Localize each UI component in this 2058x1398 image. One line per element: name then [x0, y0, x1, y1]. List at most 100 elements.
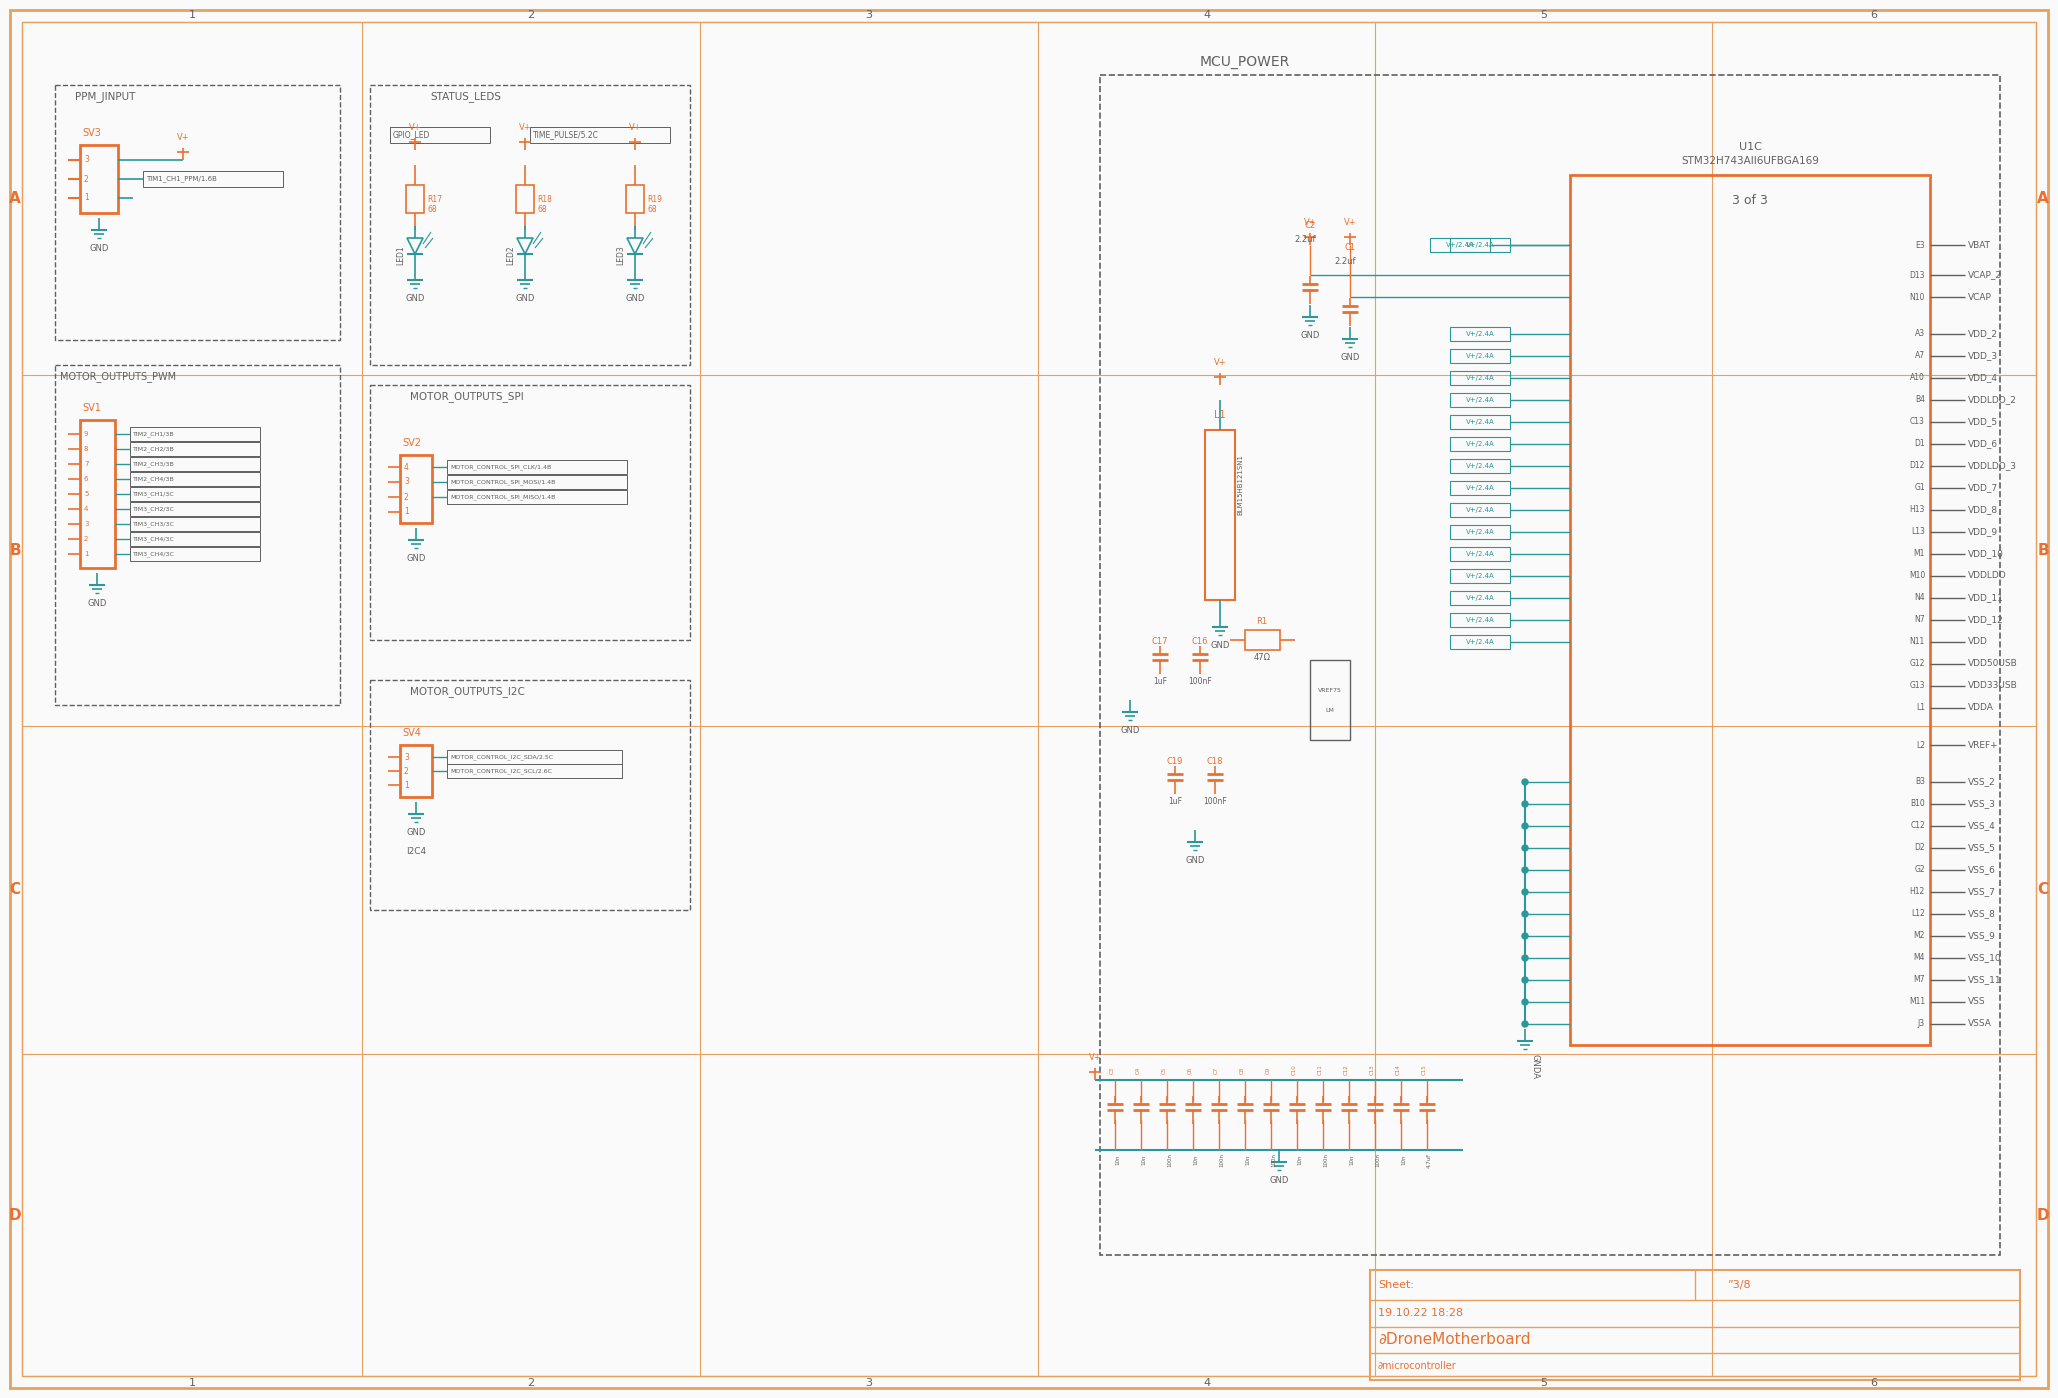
Text: LED3: LED3 [617, 245, 626, 264]
Text: 100n: 100n [1272, 1153, 1276, 1167]
Text: TIM3_CH4/3C: TIM3_CH4/3C [134, 551, 175, 556]
Bar [370, 679, 689, 910]
Bar [1451, 503, 1511, 517]
Text: GND: GND [1120, 726, 1140, 735]
Bar [1430, 238, 1490, 252]
Bar [1451, 481, 1511, 495]
Text: 68: 68 [646, 206, 657, 214]
Text: TIM2_CH2/3B: TIM2_CH2/3B [134, 446, 175, 452]
Bar [1451, 569, 1511, 583]
Text: 100n: 100n [1167, 1153, 1171, 1167]
Text: TIM2_CH3/3B: TIM2_CH3/3B [134, 461, 175, 467]
Text: 100n: 100n [1323, 1153, 1327, 1167]
Text: V+: V+ [1089, 1053, 1101, 1062]
Text: 2: 2 [84, 175, 88, 183]
Text: C2: C2 [1305, 221, 1315, 229]
Text: 4.7uF: 4.7uF [1426, 1152, 1432, 1167]
Text: J3: J3 [1918, 1019, 1924, 1029]
Text: M7: M7 [1914, 976, 1924, 984]
Bar [1206, 431, 1235, 600]
Bar [1451, 459, 1511, 473]
Text: M11: M11 [1910, 998, 1924, 1007]
Text: MOTOR_OUTPUTS_SPI: MOTOR_OUTPUTS_SPI [410, 391, 523, 403]
Bar [370, 384, 689, 640]
Bar [447, 763, 622, 779]
Text: GNDA: GNDA [1531, 1054, 1539, 1079]
Text: 5: 5 [1539, 1378, 1548, 1388]
Text: VSS_7: VSS_7 [1967, 888, 1996, 896]
Text: V+: V+ [1214, 358, 1227, 368]
Bar [399, 454, 432, 523]
Bar [1451, 591, 1511, 605]
Bar [80, 145, 117, 212]
Text: 2: 2 [527, 10, 535, 20]
Text: VSS_6: VSS_6 [1967, 865, 1996, 875]
Text: D2: D2 [1914, 843, 1924, 853]
Text: 10n: 10n [1140, 1155, 1146, 1166]
Text: VSS_2: VSS_2 [1967, 777, 1996, 787]
Bar [1451, 238, 1511, 252]
Text: TIM3_CH2/3C: TIM3_CH2/3C [134, 506, 175, 512]
Text: MOTOR_CONTROL_SPI_CLK/1.4B: MOTOR_CONTROL_SPI_CLK/1.4B [451, 464, 552, 470]
Text: 100n: 100n [1375, 1153, 1381, 1167]
Text: 10n: 10n [1194, 1155, 1198, 1166]
Circle shape [1523, 801, 1527, 807]
Text: VDDLDO_2: VDDLDO_2 [1967, 396, 2017, 404]
Text: 2: 2 [527, 1378, 535, 1388]
Text: C6: C6 [1187, 1067, 1194, 1074]
Text: L2: L2 [1916, 741, 1924, 749]
Text: 6: 6 [1871, 1378, 1877, 1388]
Text: V+/2.4A: V+/2.4A [1465, 397, 1494, 403]
Text: C3: C3 [1109, 1067, 1115, 1074]
Text: GPIO_LED: GPIO_LED [393, 130, 430, 140]
Text: VBAT: VBAT [1967, 240, 1990, 249]
Text: A3: A3 [1914, 330, 1924, 338]
Text: STM32H743AII6UFBGA169: STM32H743AII6UFBGA169 [1681, 157, 1819, 166]
Text: VDD_3: VDD_3 [1967, 351, 1998, 361]
Bar [1451, 612, 1511, 626]
Circle shape [1523, 911, 1527, 917]
Text: VSS_9: VSS_9 [1967, 931, 1996, 941]
Text: VDD: VDD [1967, 637, 1988, 646]
Text: G2: G2 [1914, 865, 1924, 875]
Circle shape [1523, 932, 1527, 939]
Text: VDDA: VDDA [1967, 703, 1994, 713]
Text: C8: C8 [1241, 1067, 1245, 1074]
Text: GND: GND [1301, 331, 1319, 340]
Text: VSS_10: VSS_10 [1967, 953, 2002, 962]
Text: GND: GND [405, 294, 424, 303]
Text: L12: L12 [1912, 910, 1924, 918]
Bar [142, 171, 284, 187]
Text: 19.10.22 18:28: 19.10.22 18:28 [1379, 1309, 1463, 1318]
Text: VSS_3: VSS_3 [1967, 800, 1996, 808]
Bar [1451, 547, 1511, 561]
Text: C19: C19 [1167, 758, 1183, 766]
Text: V+/2.4A: V+/2.4A [1465, 639, 1494, 644]
Text: 1: 1 [189, 1378, 196, 1388]
Text: V+/2.4A: V+/2.4A [1465, 507, 1494, 513]
Text: 68: 68 [537, 206, 547, 214]
Circle shape [1523, 1021, 1527, 1028]
Text: MCU_POWER: MCU_POWER [1200, 55, 1290, 69]
Text: L1: L1 [1214, 410, 1227, 419]
Text: ∂microcontroller: ∂microcontroller [1379, 1362, 1457, 1371]
Text: 3: 3 [403, 478, 410, 487]
Text: M4: M4 [1914, 953, 1924, 962]
Text: 9: 9 [84, 431, 88, 438]
Text: 1: 1 [403, 507, 410, 516]
Bar [1451, 370, 1511, 384]
Text: V+/2.4A: V+/2.4A [1445, 242, 1474, 247]
Text: L1: L1 [1916, 703, 1924, 713]
Text: 4: 4 [1204, 10, 1210, 20]
Bar [405, 185, 424, 212]
Bar [1451, 327, 1511, 341]
Text: C17: C17 [1152, 637, 1169, 646]
Text: LED2: LED2 [506, 245, 514, 264]
Text: 1: 1 [84, 193, 88, 203]
Text: VSS: VSS [1967, 998, 1986, 1007]
Text: ∂DroneMotherboard: ∂DroneMotherboard [1379, 1332, 1531, 1348]
Text: SV1: SV1 [82, 403, 101, 412]
Text: C5: C5 [1163, 1067, 1167, 1074]
Bar [130, 473, 259, 487]
Text: 3: 3 [866, 10, 873, 20]
